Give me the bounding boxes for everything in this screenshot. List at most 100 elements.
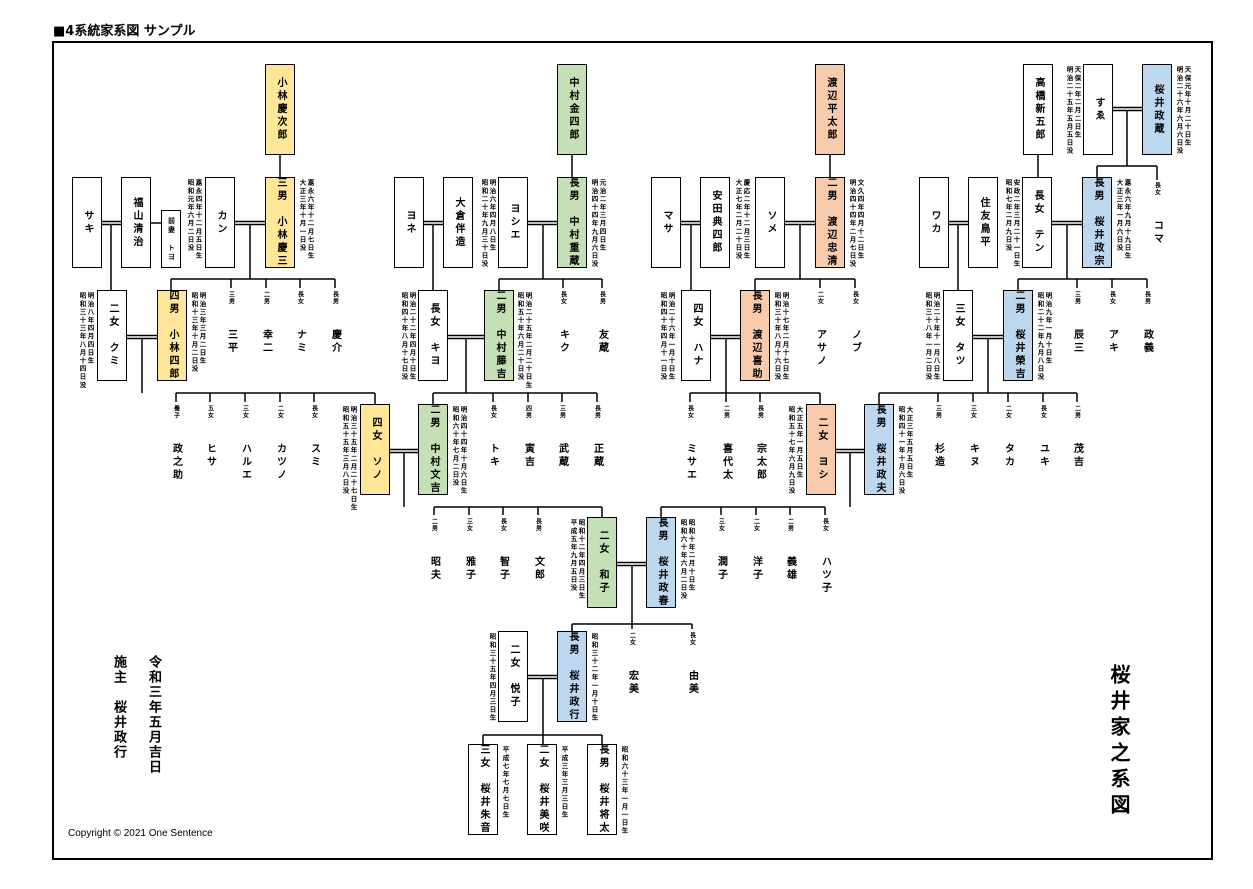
child-entry: 長男 宗太郎	[750, 405, 770, 482]
death-date: 昭和三十年八月十六日没	[773, 292, 781, 382]
person-dates: 安政二年三月二十一日生 昭和七年二月九日没	[1004, 179, 1020, 268]
birth-date: 明治十七年二月十七日生	[781, 292, 789, 382]
child-entry: 長女 スミ	[304, 405, 324, 469]
person-box: 四女 ハナ	[681, 290, 711, 381]
child-entry: 三男 武蔵	[552, 405, 572, 469]
child-entry: 長女 由美	[682, 632, 702, 696]
child-name: 武蔵	[556, 443, 568, 469]
person-relation: 二男	[1013, 290, 1024, 316]
person-relation: 長男	[874, 404, 885, 430]
child-entry: 二男 喜代太	[716, 405, 736, 482]
person-label: 四女 ソノ	[370, 417, 381, 482]
death-date: 昭和六十年七月二日没	[451, 406, 459, 487]
person-name: 小林四郎	[167, 329, 178, 381]
person-relation: 二女	[107, 303, 118, 329]
person-name: 福山清治	[131, 196, 142, 249]
child-relation: 三女	[241, 405, 249, 419]
person-dates: 明治三年三月二日生 昭和十三年十月二日没	[190, 292, 206, 373]
child-relation: 二女	[628, 632, 636, 646]
birth-date: 明治六年四月八日生	[488, 179, 496, 252]
person-label: 二女 悦子	[508, 644, 519, 709]
person-label: 長男 中村重蔵	[567, 177, 578, 268]
child-name: トキ	[487, 443, 499, 469]
person-box: ヨネ	[394, 177, 424, 268]
person-name: 桜井政宗	[1092, 216, 1103, 268]
person-name: 桜井政蔵	[1152, 83, 1163, 136]
child-relation: 三男	[934, 405, 942, 419]
person-relation: 四男	[167, 290, 178, 316]
person-box: 渡辺平太郎	[815, 64, 845, 155]
person-box: 長男 桜井将太	[587, 744, 617, 835]
child-entry: 二男 幸二	[256, 291, 276, 355]
child-name: キヌ	[967, 443, 979, 469]
person-box: 長女 キヨ	[418, 290, 448, 381]
person-label: マサ	[661, 210, 672, 236]
child-relation: 長女	[489, 405, 497, 419]
person-relation: 長男	[597, 744, 608, 770]
person-name: ヨネ	[404, 209, 415, 236]
person-label: すゑ	[1093, 97, 1104, 123]
death-date: 昭和十三年十月二日没	[190, 292, 198, 373]
death-date: 明治四十四年九月六日没	[590, 179, 598, 269]
child-relation: 二女	[752, 518, 760, 532]
child-name: 正蔵	[591, 443, 603, 469]
child-relation: 長男	[593, 405, 601, 419]
birth-date: 嘉永四年十二月五日生	[194, 179, 202, 260]
child-name: 幸二	[260, 329, 272, 355]
child-entry: 三女 潤子	[711, 518, 731, 582]
person-dates: 昭和三十五年四月三日生	[488, 633, 496, 722]
person-label: 二男 桜井榮吉	[1013, 290, 1024, 381]
birth-date: 平成三年三月三日生	[560, 746, 568, 819]
child-entry: 長女 智子	[493, 518, 513, 582]
birth-date: 明治二十六年一月十日生	[667, 292, 675, 382]
child-name: 由美	[686, 670, 698, 696]
child-name: 宏美	[626, 670, 638, 696]
birth-date: 嘉永六年九月十九日生	[1123, 179, 1131, 260]
person-name: 渡辺喜助	[750, 329, 761, 381]
person-relation: 長女	[1032, 190, 1043, 216]
person-relation: 二男	[494, 290, 505, 316]
person-name: 桜井榮吉	[1013, 329, 1024, 381]
birth-date: 明治八年四月四日生	[86, 292, 94, 365]
person-name: タツ	[953, 342, 964, 368]
person-box: 住友鳥平	[968, 177, 998, 268]
child-relation: 二男	[786, 518, 794, 532]
child-name: 辰三	[1071, 329, 1083, 355]
person-box: 三女 タツ	[943, 290, 973, 381]
person-relation: 二男	[825, 177, 836, 203]
person-box: 小林慶次郎	[265, 64, 295, 155]
person-dates: 平成三年三月三日生	[560, 746, 568, 819]
person-box: 高橋新五郎	[1023, 64, 1053, 155]
person-name: 小林慶次郎	[275, 77, 286, 142]
child-relation: 三女	[717, 518, 725, 532]
person-dates: 大正三年五月五日生 昭和四十一年十月六日没	[897, 406, 913, 495]
person-label: ヨシエ	[508, 203, 519, 242]
birth-date: 平成七年七月七日生	[501, 746, 509, 819]
child-name: スミ	[308, 443, 320, 469]
death-date: 昭和四十一年十月六日没	[897, 406, 905, 496]
person-name: 高橋新五郎	[1033, 77, 1044, 142]
birth-date: 昭和十年二月十日生	[687, 519, 695, 592]
person-dates: 昭和三十二年一月十日生	[590, 633, 598, 722]
death-date: 昭和元年六月二日没	[186, 179, 194, 252]
person-relation: 長男	[567, 631, 578, 657]
child-name: タカ	[1002, 443, 1014, 469]
death-date: 明治二十六年六月六日没	[1175, 66, 1183, 156]
child-name: カツノ	[274, 443, 286, 482]
child-name: 潤子	[715, 556, 727, 582]
person-dates: 嘉永四年十二月五日生 昭和元年六月二日没	[186, 179, 202, 260]
child-name: 喜代太	[720, 443, 732, 482]
child-relation: 長女	[821, 518, 829, 532]
death-date: 平成五年九月五日没	[569, 519, 577, 592]
person-name: ヨシエ	[508, 203, 519, 242]
person-label: 長男 桜井政春	[656, 517, 667, 608]
birth-date: 天保元年十月二十日生	[1183, 66, 1191, 147]
person-relation: 三男	[275, 177, 286, 203]
person-relation: 二女	[537, 744, 548, 770]
child-relation: 長女	[688, 632, 696, 646]
person-name: トヨ	[167, 243, 176, 262]
person-label: 大倉伴造	[453, 197, 464, 249]
death-date: 大正三年一月六日没	[1115, 179, 1123, 252]
person-dates: 昭和十二年四月三日生 平成五年九月五日没	[569, 519, 585, 600]
child-name: アサノ	[814, 329, 826, 368]
